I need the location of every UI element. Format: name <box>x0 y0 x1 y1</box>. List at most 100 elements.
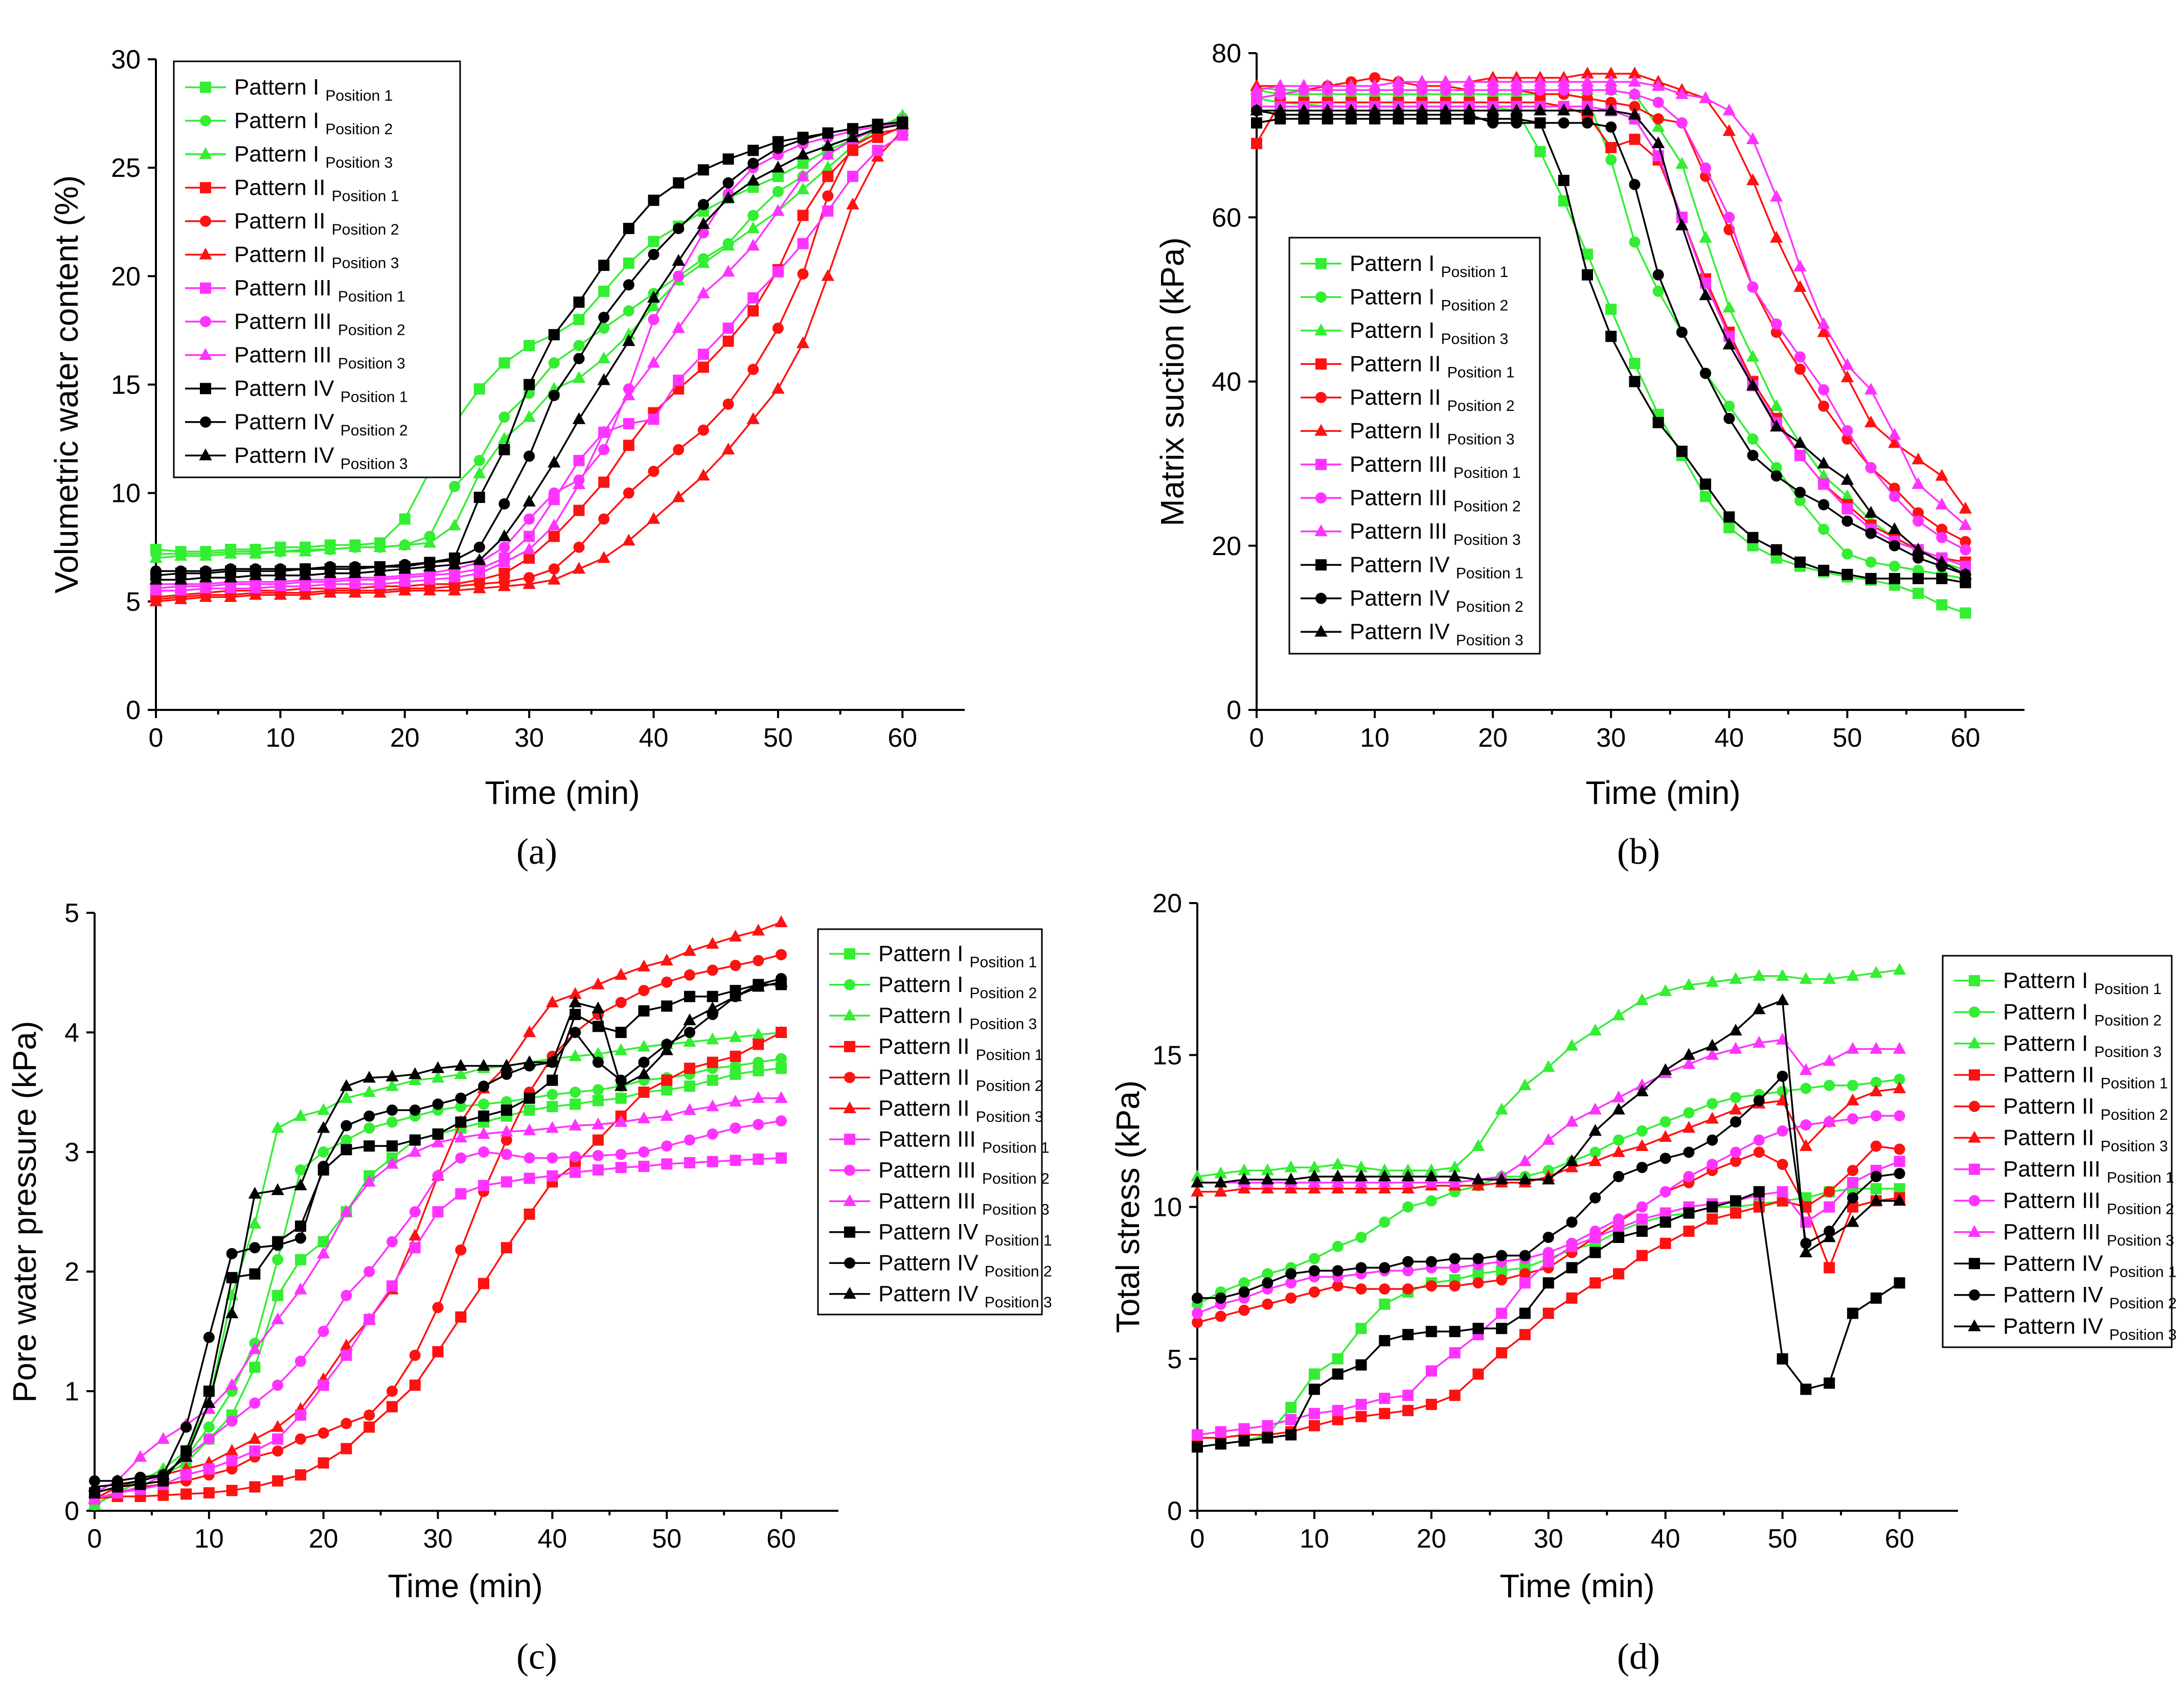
data-point <box>673 222 685 234</box>
data-point <box>174 548 188 561</box>
data-point <box>299 579 312 591</box>
data-point <box>373 577 386 589</box>
data-point <box>1354 1176 1368 1188</box>
data-point <box>776 1115 787 1127</box>
data-point <box>1730 1195 1742 1207</box>
data-point <box>1321 79 1334 91</box>
legend-marker <box>1968 1225 1981 1237</box>
data-point <box>1273 103 1287 116</box>
data-point <box>1589 1226 1601 1237</box>
data-point <box>615 1043 628 1055</box>
data-point <box>1415 103 1429 116</box>
data-point <box>249 568 262 581</box>
data-point <box>1605 84 1617 96</box>
legend-entry: Pattern IV Position 1 <box>234 376 408 405</box>
data-point <box>747 292 759 304</box>
data-point <box>339 1205 353 1217</box>
data-point <box>317 1379 329 1391</box>
legend-entry: Pattern IV Position 1 <box>1350 552 1523 582</box>
legend-entry: Pattern III Position 1 <box>234 275 405 305</box>
data-point <box>340 1349 352 1361</box>
data-point <box>180 1469 192 1481</box>
data-point <box>157 1489 169 1501</box>
data-point <box>1770 231 1783 243</box>
data-point <box>1588 1023 1602 1036</box>
data-point <box>1746 173 1760 186</box>
legend-pattern: Pattern IV <box>234 443 340 468</box>
data-point <box>500 1124 513 1137</box>
data-point <box>294 1282 307 1295</box>
legend-marker <box>200 182 211 194</box>
legend-position: Position 3 <box>2109 1326 2177 1343</box>
data-point <box>522 1055 536 1067</box>
data-point <box>615 1092 627 1104</box>
data-point <box>1894 1277 1905 1289</box>
data-point <box>1285 1292 1297 1304</box>
data-point <box>1636 1125 1648 1137</box>
y-tick-label: 15 <box>111 371 141 400</box>
y-tick-label: 80 <box>1212 39 1241 68</box>
data-point <box>1402 1265 1414 1277</box>
data-point <box>722 398 734 410</box>
data-point <box>317 1121 330 1133</box>
data-point <box>1510 75 1523 87</box>
x-tick-label: 40 <box>639 723 669 753</box>
data-point <box>747 305 759 317</box>
data-point <box>1864 416 1878 428</box>
data-point <box>570 1151 581 1163</box>
legend-pattern: Pattern I <box>878 1003 970 1028</box>
data-point <box>1707 1213 1718 1225</box>
legend-position: Position 3 <box>1447 431 1515 448</box>
data-point <box>1817 325 1830 337</box>
data-point <box>179 1449 193 1462</box>
y-tick-label: 30 <box>111 45 141 75</box>
data-point <box>1261 1172 1275 1185</box>
legend-box <box>173 60 461 478</box>
data-point <box>1558 174 1569 186</box>
legend-entry: Pattern II Position 3 <box>2003 1125 2168 1155</box>
data-point <box>431 1135 445 1147</box>
data-point <box>1729 972 1742 984</box>
data-point <box>822 190 834 202</box>
data-point <box>363 1122 375 1134</box>
data-point <box>592 1056 604 1068</box>
data-point <box>1238 1304 1250 1316</box>
legend-entry: Pattern III Position 3 <box>2003 1219 2174 1249</box>
data-point <box>1250 83 1263 95</box>
legend-box <box>1942 955 2173 1348</box>
legend-marker <box>1314 424 1328 436</box>
data-point <box>1534 84 1546 96</box>
data-point <box>1824 1201 1835 1213</box>
data-point <box>340 1120 352 1132</box>
data-point <box>722 335 734 347</box>
data-point <box>1612 1102 1625 1115</box>
legend-position: Position 2 <box>985 1263 1052 1280</box>
legend-marker <box>1968 1131 1981 1143</box>
data-point <box>294 1409 306 1421</box>
data-point <box>684 1027 695 1038</box>
data-point <box>1192 1292 1203 1304</box>
data-point <box>272 1445 284 1457</box>
y-tick-label: 40 <box>1212 367 1241 397</box>
data-point <box>697 361 709 373</box>
data-point <box>730 1122 741 1134</box>
data-point <box>149 551 163 563</box>
data-point <box>598 260 610 271</box>
data-point <box>672 254 685 266</box>
data-point <box>1542 1133 1555 1145</box>
data-point <box>1659 1186 1671 1197</box>
data-point <box>1824 1377 1835 1389</box>
data-point <box>473 581 486 593</box>
legend-pattern: Pattern III <box>2003 1219 2107 1245</box>
legend-entry: Pattern I Position 1 <box>878 941 1037 971</box>
data-point <box>522 1123 536 1136</box>
data-point <box>1818 564 1830 576</box>
legend-entry: Pattern III Position 2 <box>1350 485 1521 515</box>
data-point <box>1297 103 1311 116</box>
data-point <box>1238 1286 1250 1298</box>
data-point <box>1636 1201 1648 1213</box>
data-point <box>1472 1323 1484 1334</box>
data-point <box>473 466 486 478</box>
y-tick-label: 10 <box>1152 1193 1182 1223</box>
data-point <box>1251 93 1262 104</box>
